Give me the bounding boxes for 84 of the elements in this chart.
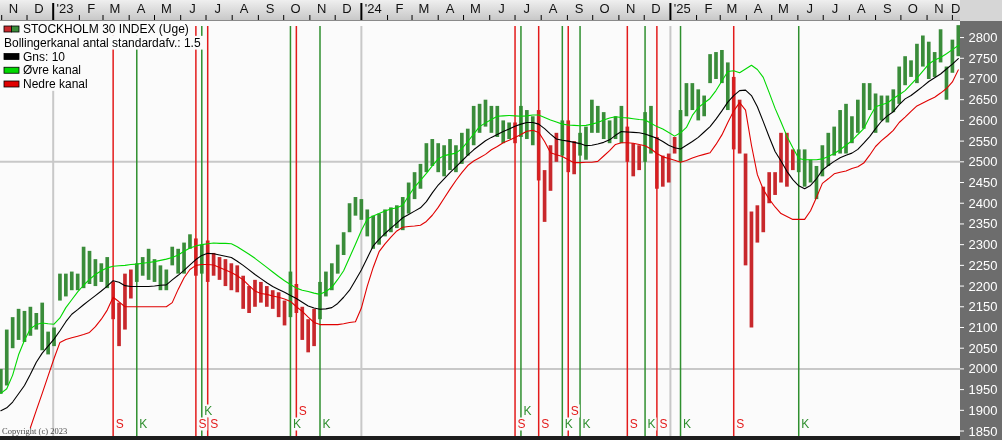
ref-line-label: S [629, 417, 638, 431]
y-tick-label: 1900 [968, 402, 998, 418]
ref-line-label: K [139, 417, 148, 431]
x-tick-label: M [726, 0, 738, 16]
ref-line-label: S [298, 404, 307, 418]
x-tick-label: O [599, 0, 610, 16]
x-tick-label: S [883, 0, 893, 16]
y-tick-label: 2650 [968, 92, 998, 108]
x-tick-label: F [87, 0, 96, 16]
x-tick-label: J [806, 0, 813, 16]
ref-line-label: K [204, 404, 213, 418]
x-tick-label: M [469, 0, 481, 16]
y-tick-label: 2550 [968, 133, 998, 149]
x-tick-label: D [342, 0, 352, 16]
ref-line-label: S [736, 417, 745, 431]
y-tick-label: 2600 [968, 112, 998, 128]
x-tick-label: J [831, 0, 839, 16]
x-tick-label: D [651, 0, 661, 16]
ref-line-label: K [582, 417, 591, 431]
y-tick-label: 1850 [968, 423, 998, 439]
y-tick-label: 2800 [968, 30, 998, 46]
ref-line-label: S [210, 417, 219, 431]
y-tick-label: 1950 [968, 382, 998, 398]
ref-line-label: K [683, 417, 692, 431]
x-tick-label: F [704, 0, 713, 16]
ref-line-label: K [322, 417, 331, 431]
x-tick-label: S [574, 0, 584, 16]
x-tick-label: N [934, 0, 944, 16]
x-tick-label: A [753, 0, 763, 16]
x-tick-label: '24 [364, 0, 382, 16]
y-tick-label: 2750 [968, 50, 998, 66]
x-tick-label: N [626, 0, 636, 16]
ref-line-label: S [541, 417, 550, 431]
ref-line-label: S [198, 417, 207, 431]
legend-label: Øvre kanal [23, 63, 82, 78]
x-tick-label: O [290, 0, 301, 16]
y-tick-label: 2200 [968, 278, 998, 294]
y-tick-label: 2050 [968, 340, 998, 356]
annotation: Bollingerkanal antal standardafv.: 1.5 [4, 35, 201, 50]
y-tick-label: 2250 [968, 257, 998, 273]
ref-line-label: S [115, 417, 124, 431]
x-tick-label: M [778, 0, 789, 16]
y-tick-label: 2100 [968, 319, 998, 335]
ref-line-label: S [517, 417, 526, 431]
x-tick-label: A [136, 0, 146, 16]
x-tick-label: M [418, 0, 430, 16]
ref-line-label: S [570, 404, 579, 418]
x-tick-label: S [265, 0, 275, 16]
x-tick-label: J [498, 0, 505, 16]
legend-label: Gns: 10 [23, 49, 66, 64]
legend-label: STOCKHOLM 30 INDEX (Uge) [23, 22, 189, 36]
x-tick-label: F [395, 0, 404, 16]
x-tick-label: D [951, 0, 961, 16]
ref-line-label: S [659, 417, 668, 431]
y-tick-label: 2700 [968, 71, 998, 87]
y-tick-label: 2450 [968, 175, 998, 191]
x-tick-label: D [34, 0, 44, 16]
x-tick-label: A [548, 0, 558, 16]
ref-line-label: K [523, 404, 532, 418]
x-tick-label: '23 [56, 0, 74, 16]
ref-line-label: K [801, 417, 810, 431]
ref-line-label: K [564, 417, 573, 431]
x-tick-label: M [160, 0, 172, 16]
x-tick-label: A [445, 0, 455, 16]
y-tick-label: 2150 [968, 299, 998, 315]
y-tick-label: 2000 [968, 361, 998, 377]
y-tick-label: 2400 [968, 195, 998, 211]
x-tick-label: O [907, 0, 918, 16]
y-tick-label: 2500 [968, 154, 998, 170]
annotation: Copyright (c) 2023 [2, 426, 68, 436]
x-tick-label: A [856, 0, 866, 16]
ref-line-label: K [292, 417, 301, 431]
y-tick-label: 2350 [968, 216, 998, 232]
x-tick-label: J [189, 0, 196, 16]
ref-line-label: K [647, 417, 656, 431]
y-tick-label: 2300 [968, 237, 998, 253]
x-tick-label: M [109, 0, 121, 16]
legend-label: Nedre kanal [23, 77, 88, 91]
x-tick-label: N [8, 0, 19, 16]
x-tick-label: J [523, 0, 531, 16]
x-tick-label: '25 [673, 0, 691, 16]
x-tick-label: N [316, 0, 327, 16]
x-tick-label: A [239, 0, 249, 16]
x-tick-label: J [214, 0, 222, 16]
